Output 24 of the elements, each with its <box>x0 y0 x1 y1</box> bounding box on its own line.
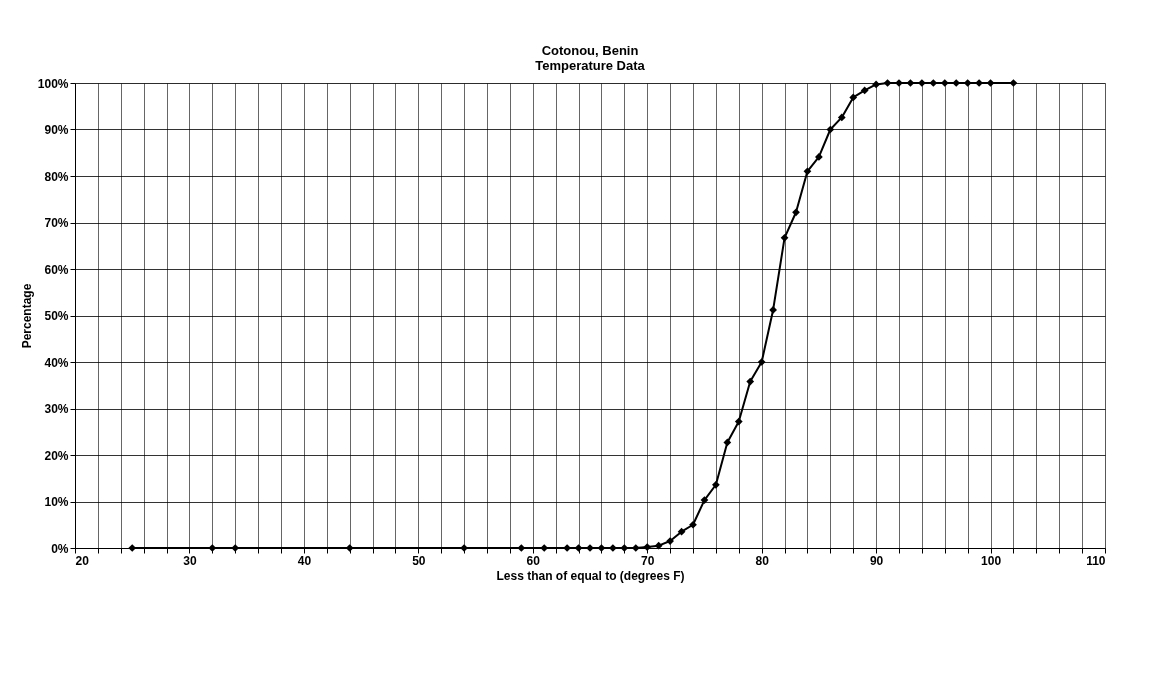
y-tick-label: 0% <box>51 541 69 556</box>
x-tick-label: 100 <box>981 553 1002 568</box>
y-tick-label: 40% <box>44 355 69 370</box>
y-tick-label: 80% <box>44 169 69 184</box>
chart-title: Cotonou, Benin Temperature Data <box>535 43 646 73</box>
y-tick-label: 50% <box>44 309 69 323</box>
x-tick-label: 110 <box>1086 553 1106 568</box>
x-tick-label: 60 <box>526 553 541 568</box>
y-tick-label: 60% <box>44 262 69 277</box>
y-tick-label: 30% <box>44 402 69 416</box>
x-tick-label: 50 <box>412 553 426 568</box>
y-tick-label: 90% <box>44 123 69 137</box>
x-tick-label: 30 <box>183 553 197 568</box>
x-tick-label: 70 <box>641 553 655 568</box>
x-axis-title: Less than of equal to (degrees F) <box>496 568 685 583</box>
y-tick-label: 10% <box>44 495 69 509</box>
x-tick-label: 40 <box>297 553 312 568</box>
y-tick-label: 70% <box>44 216 69 230</box>
x-tick-label: 90 <box>869 553 884 568</box>
y-tick-label: 20% <box>44 448 69 463</box>
y-axis-title: Percentage <box>19 283 34 349</box>
x-tick-label: 80 <box>755 553 770 568</box>
y-tick-label: 100% <box>37 76 69 91</box>
x-tick-label: 20 <box>75 553 90 568</box>
